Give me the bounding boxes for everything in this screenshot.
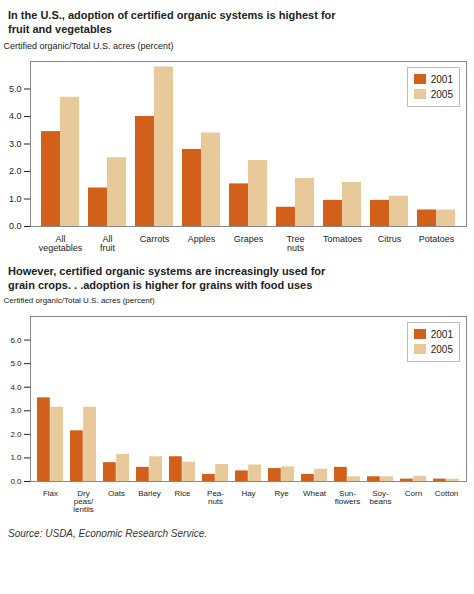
svg-text:Oats: Oats	[108, 489, 125, 498]
html-text:Source: USDA, Economic Researc: Source: USDA, Economic Research Service.	[8, 528, 207, 540]
svg-text:3.0: 3.0	[9, 138, 22, 148]
svg-text:4.0: 4.0	[10, 383, 22, 392]
svg-text:Corn: Corn	[405, 489, 422, 498]
svg-text:Rice: Rice	[174, 489, 191, 498]
svg-text:6.0: 6.0	[10, 336, 22, 345]
svg-text:Hay: Hay	[241, 489, 255, 498]
svg-text:Citrus: Citrus	[378, 233, 402, 243]
svg-text:Treenuts: Treenuts	[286, 233, 304, 252]
html-text:In the U.S., adoption of certi: In the U.S., adoption of certified organ…	[8, 9, 336, 36]
svg-text:Drypeas/lentils: Drypeas/lentils	[73, 489, 94, 514]
svg-text:4.0: 4.0	[9, 111, 22, 121]
svg-text:Rye: Rye	[274, 489, 289, 498]
svg-text:3.0: 3.0	[10, 407, 22, 416]
svg-text:5.0: 5.0	[9, 83, 22, 93]
svg-text:Allvegetables: Allvegetables	[39, 233, 83, 252]
svg-text:5.0: 5.0	[10, 359, 22, 368]
svg-text:Soy-beans: Soy-beans	[370, 489, 392, 506]
svg-text:Certified organic/Total U.S. a: Certified organic/Total U.S. acres (perc…	[4, 40, 174, 50]
html-text:2005: 2005	[430, 88, 453, 100]
svg-text:Potatoes: Potatoes	[419, 233, 455, 243]
svg-text:Apples: Apples	[188, 233, 216, 243]
svg-text:2.0: 2.0	[10, 430, 22, 439]
svg-text:Allfruit: Allfruit	[100, 233, 116, 252]
html-text:2005: 2005	[430, 344, 453, 356]
svg-text:Grapes: Grapes	[234, 233, 264, 243]
svg-text:1.0: 1.0	[9, 193, 22, 203]
svg-text:0.0: 0.0	[10, 477, 22, 486]
svg-text:0.0: 0.0	[9, 221, 22, 231]
html-text:However, certified organic sys: However, certified organic systems are i…	[8, 264, 326, 291]
svg-text:Flax: Flax	[43, 489, 58, 498]
html-text:2001: 2001	[430, 73, 453, 85]
svg-text:Barley: Barley	[138, 489, 161, 498]
svg-text:Carrots: Carrots	[140, 233, 170, 243]
svg-text:Pea-nuts: Pea-nuts	[207, 489, 224, 506]
svg-text:1.0: 1.0	[10, 454, 22, 463]
svg-text:Certified organic/Total U.S. a: Certified organic/Total U.S. acres (perc…	[4, 296, 156, 305]
svg-text:Cotton: Cotton	[435, 489, 459, 498]
svg-text:Tomatoes: Tomatoes	[323, 233, 363, 243]
svg-text:Sun-flowers: Sun-flowers	[335, 489, 360, 506]
svg-text:Wheat: Wheat	[303, 489, 327, 498]
html-text:2001: 2001	[430, 329, 453, 341]
svg-text:2.0: 2.0	[9, 166, 22, 176]
